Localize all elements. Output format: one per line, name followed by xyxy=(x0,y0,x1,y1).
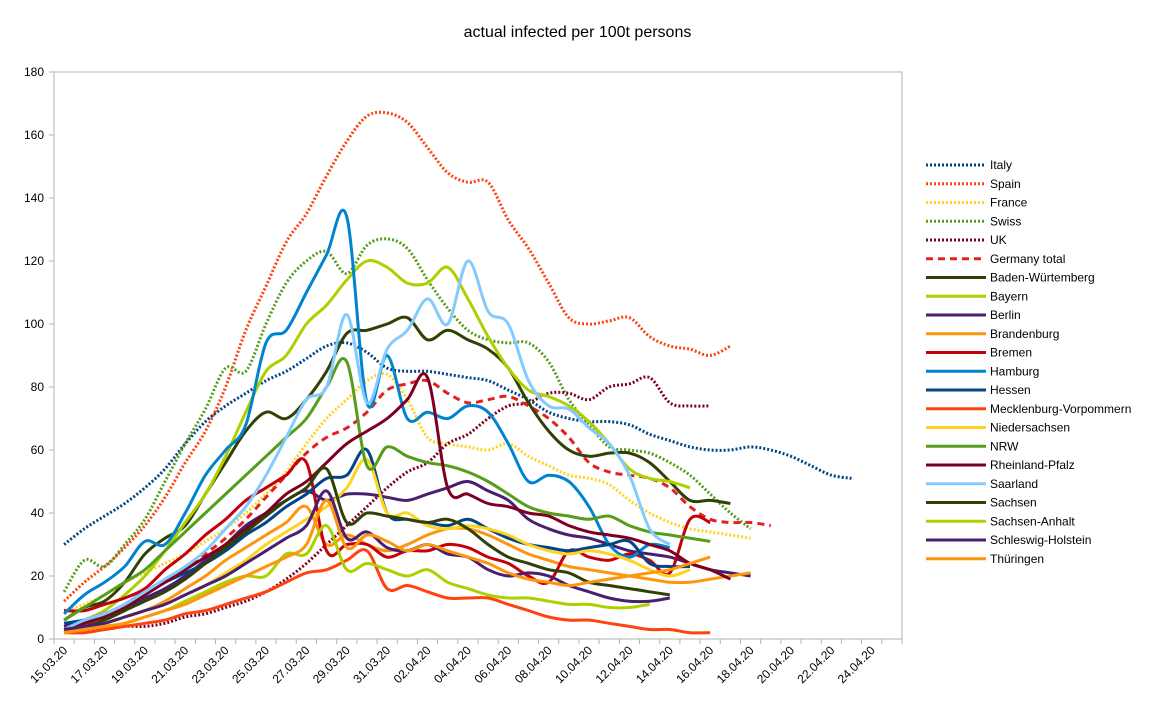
series-layer xyxy=(62,110,852,635)
x-tick-label: 25.03.20 xyxy=(229,643,272,686)
y-tick-label: 120 xyxy=(24,254,44,268)
x-tick-label: 17.03.20 xyxy=(68,643,111,686)
chart-legend: Italy Spain France Swiss UK Germany total Bade… xyxy=(926,158,1131,566)
legend-label: Mecklenburg-Vorpommern xyxy=(990,402,1131,416)
x-tick-label: 23.03.20 xyxy=(189,643,232,686)
legend-label: Saarland xyxy=(990,477,1038,491)
legend-label: Hamburg xyxy=(990,364,1039,378)
legend-label: Berlin xyxy=(990,308,1021,322)
y-tick-label: 40 xyxy=(31,506,45,520)
series-line-bremen xyxy=(64,457,711,613)
series-line-uk xyxy=(63,375,711,635)
legend-label: Sachsen-Anhalt xyxy=(990,514,1075,528)
legend-label: Sachsen xyxy=(990,496,1037,510)
legend-label: Spain xyxy=(990,177,1021,191)
plot-frame xyxy=(53,71,903,640)
x-tick-label: 29.03.20 xyxy=(310,643,353,686)
legend-label: Schleswig-Holstein xyxy=(990,533,1091,547)
series-line-italy xyxy=(63,341,852,546)
legend-label: Baden-Würtemberg xyxy=(990,271,1095,285)
series-line-th-ringen xyxy=(63,498,711,635)
y-tick-label: 60 xyxy=(31,443,45,457)
legend-label: Hessen xyxy=(990,383,1031,397)
x-tick-label: 04.04.20 xyxy=(431,643,474,686)
legend-label: Bayern xyxy=(990,289,1028,303)
x-tick-label: 15.03.20 xyxy=(27,643,70,686)
series-line-mecklenburg-vorpommern xyxy=(64,548,711,635)
series-line-swiss xyxy=(62,237,752,593)
y-tick-label: 20 xyxy=(31,569,45,583)
x-tick-label: 27.03.20 xyxy=(270,643,313,686)
legend-label: Italy xyxy=(990,158,1012,172)
legend-label: Thüringen xyxy=(990,552,1044,566)
y-tick-label: 100 xyxy=(24,317,44,331)
x-tick-label: 22.04.20 xyxy=(795,643,838,686)
legend-label: Niedersachsen xyxy=(990,421,1070,435)
chart-title: actual infected per 100t persons xyxy=(463,24,692,41)
series-line-bayern xyxy=(63,259,691,631)
x-tick-label: 31.03.20 xyxy=(350,643,393,686)
x-tick-label: 12.04.20 xyxy=(593,643,636,686)
x-tick-label: 02.04.20 xyxy=(391,643,434,686)
series-line-berlin xyxy=(63,479,751,628)
x-tick-label: 14.04.20 xyxy=(633,643,676,686)
x-tick-label: 16.04.20 xyxy=(673,643,716,686)
x-tick-label: 19.03.20 xyxy=(108,643,151,686)
x-tick-label: 08.04.20 xyxy=(512,643,555,686)
legend-label: NRW xyxy=(990,439,1019,453)
y-tick-label: 180 xyxy=(24,65,44,79)
x-tick-label: 10.04.20 xyxy=(552,643,595,686)
y-tick-label: 140 xyxy=(24,191,44,205)
series-line-saarland xyxy=(63,259,671,631)
legend-label: Brandenburg xyxy=(990,327,1059,341)
x-tick-label: 06.04.20 xyxy=(471,643,514,686)
series-line-nrw xyxy=(63,357,711,622)
series-line-spain xyxy=(63,110,732,603)
x-tick-label: 20.04.20 xyxy=(754,643,797,686)
y-tick-label: 160 xyxy=(24,128,44,142)
x-tick-label: 21.03.20 xyxy=(148,643,191,686)
x-tick-label: 18.04.20 xyxy=(714,643,757,686)
series-line-brandenburg xyxy=(63,504,751,635)
series-line-rheinland-pfalz xyxy=(63,372,732,631)
legend-label: France xyxy=(990,196,1028,210)
y-tick-label: 0 xyxy=(37,632,44,646)
legend-label: Germany total xyxy=(990,252,1065,266)
y-tick-label: 80 xyxy=(31,380,45,394)
legend-label: Swiss xyxy=(990,214,1021,228)
series-line-hamburg xyxy=(63,208,671,615)
legend-label: Rheinland-Pfalz xyxy=(990,458,1075,472)
legend-label: Bremen xyxy=(990,346,1032,360)
series-line-sachsen xyxy=(63,466,671,631)
legend-label: UK xyxy=(990,233,1007,247)
x-tick-label: 24.04.20 xyxy=(835,643,878,686)
